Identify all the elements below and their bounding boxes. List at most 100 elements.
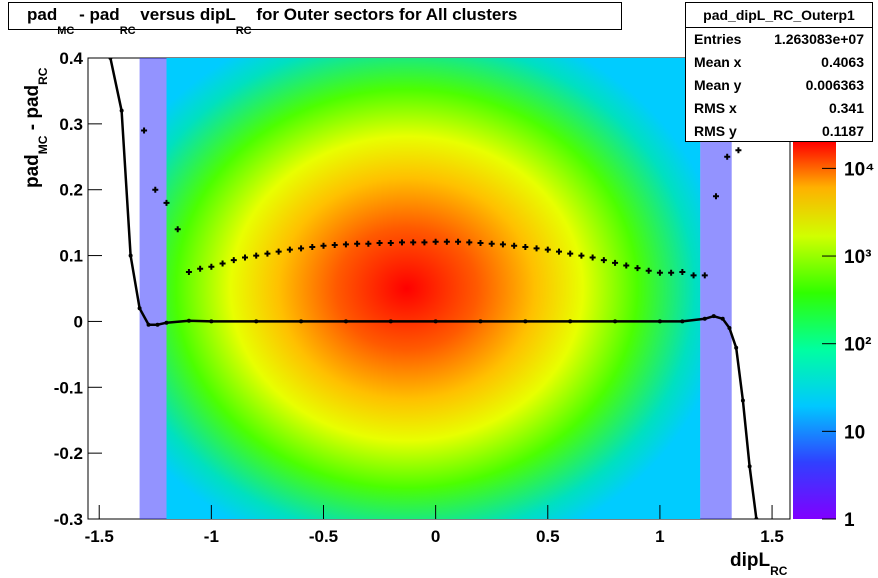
rms-point <box>679 269 686 276</box>
rms-point <box>163 199 170 206</box>
rms-point <box>589 254 596 261</box>
title-subscript: MC <box>57 25 75 37</box>
mean-point <box>523 319 528 324</box>
x-tick-label: 0 <box>431 527 440 546</box>
rms-point <box>365 240 372 247</box>
rms-point <box>331 242 338 249</box>
stats-key: Mean y <box>694 77 742 93</box>
mean-point <box>734 345 739 350</box>
x-tick-label: -1 <box>204 527 219 546</box>
rms-point <box>499 241 506 248</box>
rms-point <box>298 245 305 252</box>
rms-point <box>421 239 428 246</box>
mean-point <box>613 319 618 324</box>
rms-point <box>197 265 204 272</box>
stats-row: RMS y 0.1187 <box>686 120 872 143</box>
rms-point <box>477 240 484 247</box>
rms-point <box>264 250 271 257</box>
x-tick-label: 1.5 <box>760 527 784 546</box>
mean-point <box>657 319 662 324</box>
stats-row: RMS x 0.341 <box>686 97 872 120</box>
rms-point <box>320 242 327 249</box>
stats-value: 0.1187 <box>821 123 864 139</box>
mean-point <box>568 319 573 324</box>
rms-point <box>152 186 159 193</box>
z-colorbar <box>793 142 836 519</box>
mean-point <box>754 517 759 519</box>
stats-box: pad_dipL_RC_Outerp1 Entries 1.263083e+07 M… <box>685 2 873 142</box>
y-tick-label: 0.2 <box>59 181 83 200</box>
y-axis-label: padMC - padRC <box>22 67 50 188</box>
y-tick-label: 0.1 <box>59 247 83 266</box>
mean-point <box>299 319 304 324</box>
mean-point <box>740 398 745 403</box>
mean-point <box>711 314 716 319</box>
mean-point <box>478 319 483 324</box>
z-tick-label: 1 <box>844 510 855 531</box>
mean-point <box>680 319 685 324</box>
heatmap-density <box>166 58 701 519</box>
rms-point <box>219 260 226 267</box>
rms-point <box>376 240 383 247</box>
z-axis: 1 10 10² 10³ 10⁴ <box>822 159 875 531</box>
stats-value: 1.263083e+07 <box>774 31 864 47</box>
rms-point <box>533 245 540 252</box>
stats-value: 0.006363 <box>805 77 864 93</box>
rms-point <box>455 238 462 245</box>
rms-point <box>522 244 529 251</box>
mean-point <box>128 253 133 258</box>
stats-row: Mean y 0.006363 <box>686 74 872 97</box>
x-axis-label: dipLRC <box>730 550 788 578</box>
rms-point <box>612 259 619 266</box>
rms-point <box>511 242 518 249</box>
rms-point <box>253 252 260 259</box>
stats-value: 0.4063 <box>821 54 864 70</box>
rms-point <box>544 246 551 253</box>
rms-point <box>185 269 192 276</box>
y-axis: -0.3 -0.2 -0.1 0 0.1 0.2 0.3 0.4 <box>54 49 102 529</box>
rms-point <box>600 257 607 264</box>
rms-profile-layer <box>141 127 742 279</box>
z-tick-label: 10² <box>844 335 871 356</box>
rms-point <box>241 254 248 261</box>
title-part: versus dipL <box>135 5 236 24</box>
rms-point <box>354 240 361 247</box>
rms-point <box>275 248 282 255</box>
mean-point <box>254 319 259 324</box>
mean-point <box>119 108 124 113</box>
stats-key: RMS y <box>694 123 737 139</box>
rms-point <box>410 239 417 246</box>
x-tick-label: 1 <box>655 527 664 546</box>
heatmap-edge-band <box>139 58 167 519</box>
rms-point <box>645 267 652 274</box>
rms-point <box>286 246 293 253</box>
stats-key: RMS x <box>694 100 737 116</box>
y-tick-label: -0.2 <box>54 444 83 463</box>
title-part: for Outer sectors for All clusters <box>251 5 518 24</box>
stats-key: Mean x <box>694 54 742 70</box>
mean-point <box>433 319 438 324</box>
rms-point <box>141 127 148 134</box>
rms-point <box>555 248 562 255</box>
rms-point <box>578 252 585 259</box>
x-tick-label: 0.5 <box>536 527 560 546</box>
rms-point <box>342 241 349 248</box>
stats-name: pad_dipL_RC_Outerp1 <box>686 3 872 28</box>
y-tick-label: 0 <box>74 312 83 331</box>
rms-point <box>735 147 742 154</box>
x-tick-label: -1.5 <box>85 527 114 546</box>
rms-point <box>443 238 450 245</box>
mean-point <box>388 319 393 324</box>
rms-point <box>724 153 731 160</box>
y-tick-label: 0.4 <box>59 49 83 68</box>
title-subscript: RC <box>235 25 252 37</box>
mean-point <box>137 306 142 311</box>
rms-point <box>174 226 181 233</box>
z-tick-label: 10⁴ <box>844 159 875 180</box>
title-part: pad <box>27 5 58 24</box>
y-tick-label: -0.3 <box>54 510 83 529</box>
mean-point <box>146 322 151 327</box>
stats-row: Entries 1.263083e+07 <box>686 28 872 51</box>
title-box: padMC - padRC versus dipLRC for Outer se… <box>8 2 622 37</box>
